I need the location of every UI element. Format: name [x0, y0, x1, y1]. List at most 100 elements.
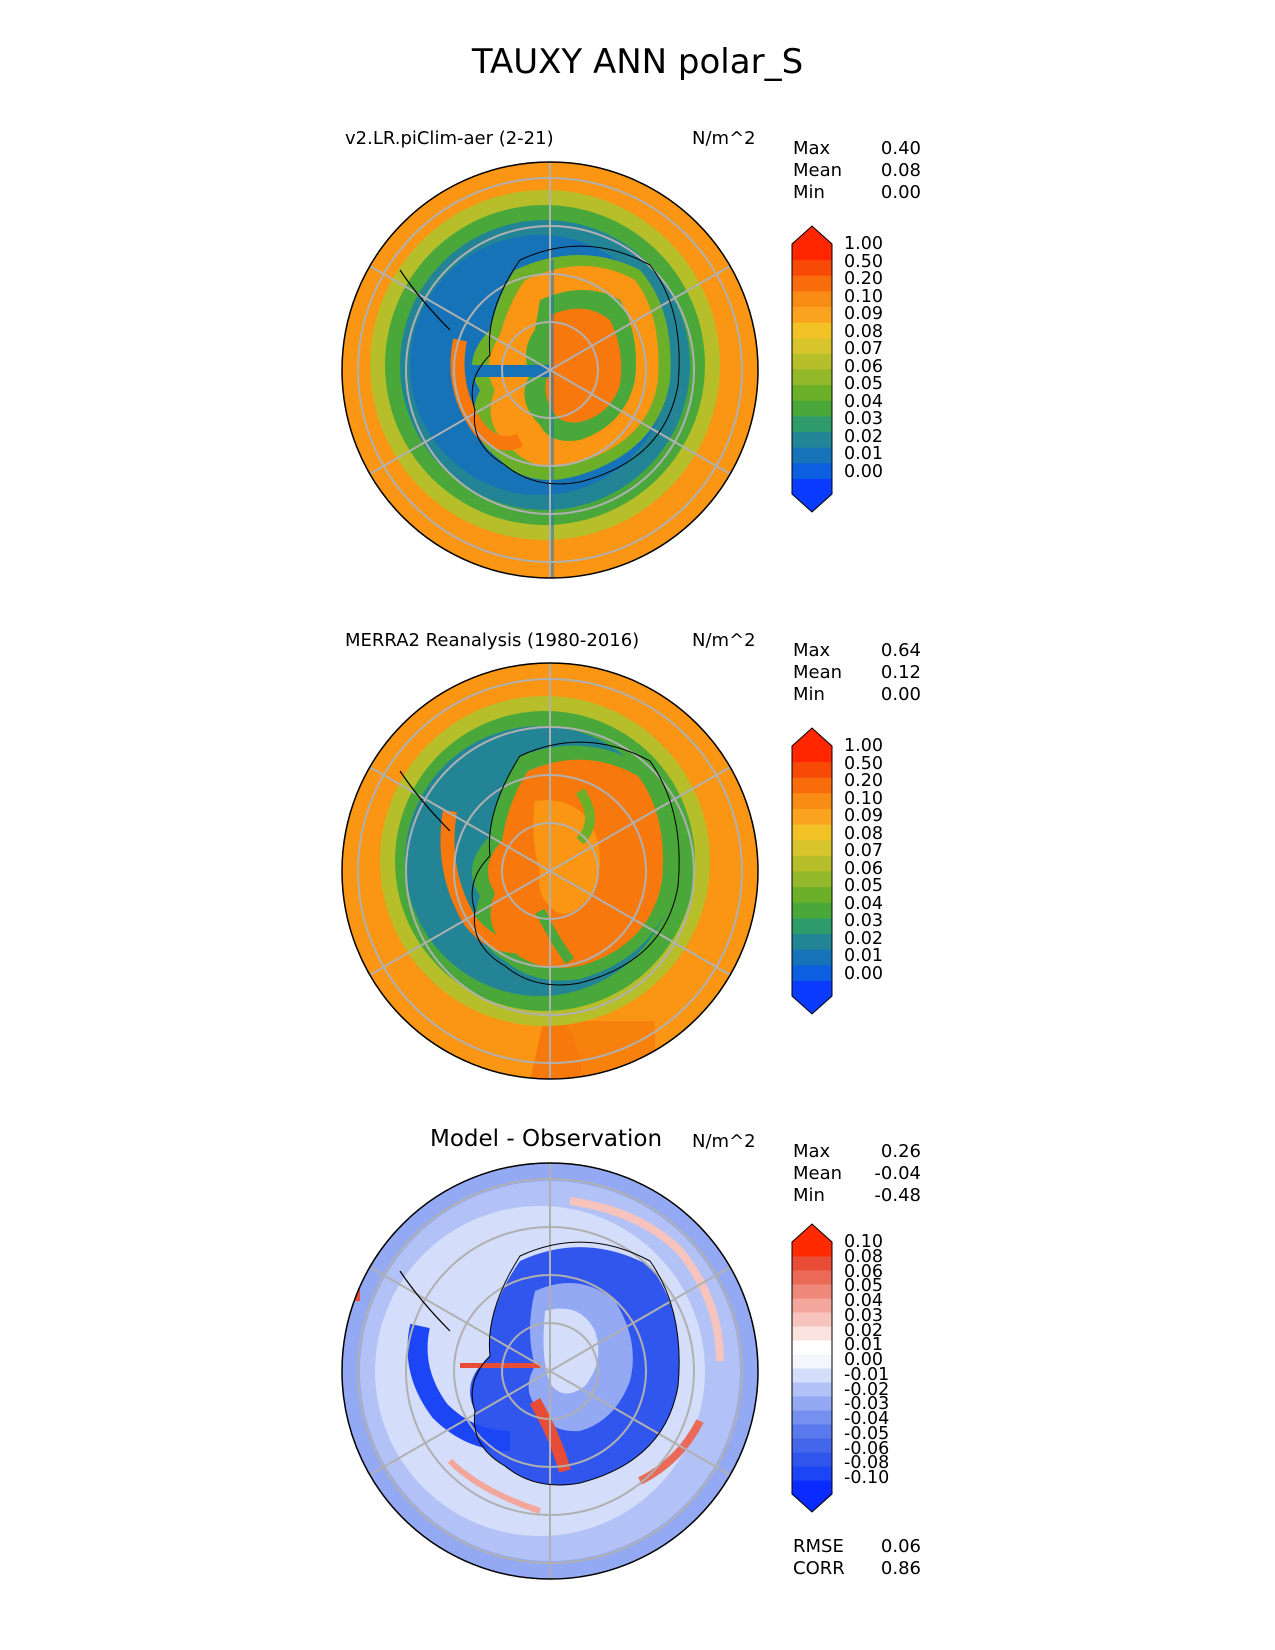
- colorbar-tick-label: 0.07: [844, 339, 883, 360]
- colorbar-tick-label: -0.02: [844, 1379, 890, 1400]
- colorbar-extend-min: [792, 494, 832, 512]
- coastline-icon: [471, 741, 680, 986]
- colorbar-swatch: [792, 917, 832, 934]
- colorbar-swatch: [792, 902, 832, 919]
- colorbar-tick-label: -0.10: [844, 1468, 890, 1488]
- colorbar-tick-label: 0.04: [844, 391, 883, 412]
- colorbar-swatch: [792, 777, 832, 794]
- colorbar-tick-label: 0.10: [844, 1232, 883, 1252]
- stat-label: Mean: [793, 662, 843, 683]
- polar-map-obs: [341, 662, 759, 1080]
- colorbar-swatch: [792, 1270, 832, 1285]
- colorbar-swatch: [792, 1326, 832, 1341]
- colorbar-diff: [791, 1223, 833, 1513]
- colorbar-outline: [791, 1223, 833, 1513]
- colorbar-tick-label: 0.05: [844, 374, 883, 395]
- stat-value: 0.08: [880, 160, 921, 181]
- colorbar-swatch: [792, 746, 832, 763]
- colorbar-swatch: [792, 1284, 832, 1299]
- stats-block: Max 0.40 Mean 0.08 Min 0.00: [793, 138, 921, 204]
- stat-label: Min: [793, 684, 825, 705]
- colorbar-tick-label: 0.00: [844, 1350, 883, 1370]
- stat-label: Max: [793, 138, 831, 159]
- colorbar-swatch: [792, 964, 832, 981]
- extra-stats-block: RMSE 0.06 CORR 0.86: [793, 1536, 921, 1580]
- colorbar-tick-label: 1.00: [844, 234, 883, 254]
- colorbar-swatch: [792, 415, 832, 432]
- colorbar-tick-label: 0.06: [844, 356, 883, 377]
- colorbar-tick-label: 0.00: [844, 462, 883, 482]
- colorbar-tick-label: 0.03: [844, 1305, 883, 1326]
- stat-label: Min: [793, 182, 825, 203]
- colorbar-extend-min: [792, 1494, 832, 1512]
- colorbar-outline: [791, 727, 833, 1015]
- colorbar-swatch: [792, 462, 832, 479]
- panel-title: MERRA2 Reanalysis (1980-2016): [345, 630, 640, 651]
- colorbar-extend-min: [792, 996, 832, 1014]
- colorbar-tick-label: 0.01: [844, 946, 883, 967]
- colorbar-swatch: [792, 792, 832, 809]
- colorbar-tick-label: 0.10: [844, 286, 883, 307]
- colorbar-swatch: [792, 431, 832, 448]
- colorbar-swatch: [792, 244, 832, 261]
- colorbar-model: [791, 225, 833, 513]
- stat-label: Min: [793, 1185, 825, 1206]
- colorbar-swatch: [792, 871, 832, 888]
- colorbar-tick-label: 0.06: [844, 1261, 883, 1282]
- colorbar-tick-label: 0.02: [844, 928, 883, 949]
- colorbar-tick-label: -0.05: [844, 1423, 890, 1444]
- colorbar-tick-label: -0.06: [844, 1438, 890, 1459]
- colorbar-tick-label: 0.08: [844, 1246, 883, 1267]
- colorbar-tick-label: 0.01: [844, 444, 883, 465]
- colorbar-swatch: [792, 384, 832, 401]
- stat-value: 0.00: [880, 182, 921, 203]
- colorbar-tick-label: 0.03: [844, 409, 883, 430]
- colorbar-swatch: [792, 1354, 832, 1369]
- units-label: N/m^2: [692, 630, 756, 651]
- units-label: N/m^2: [692, 128, 756, 149]
- colorbar-tick-label: 0.09: [844, 304, 883, 325]
- colorbar-tick-label: 0.02: [844, 1320, 883, 1341]
- colorbar-tick-label: 0.08: [844, 321, 883, 342]
- panel-title: Model - Observation: [430, 1126, 663, 1152]
- colorbar-tick-label: 0.01: [844, 1335, 883, 1356]
- colorbar-swatch: [792, 400, 832, 417]
- colorbar-swatch: [792, 980, 832, 997]
- colorbar-swatch: [792, 761, 832, 778]
- stat-value: 0.12: [880, 662, 921, 683]
- colorbar-swatch: [792, 1410, 832, 1425]
- colorbar-swatch: [792, 886, 832, 903]
- colorbar-swatch: [792, 447, 832, 464]
- stats-block: Max 0.64 Mean 0.12 Min 0.00: [793, 640, 921, 706]
- coastline-icon: [471, 1241, 680, 1486]
- colorbar-swatch: [792, 275, 832, 292]
- colorbar-swatch: [792, 1312, 832, 1327]
- stat-label: RMSE: [793, 1536, 844, 1557]
- stats-block: Max 0.26 Mean -0.04 Min -0.48: [793, 1141, 921, 1207]
- colorbar-tick-label: 0.10: [844, 788, 883, 809]
- stat-value: 0.00: [880, 684, 921, 705]
- colorbar-tick-label: 0.50: [844, 251, 883, 272]
- colorbar-tick-label: 0.04: [844, 893, 883, 914]
- colorbar-swatch: [792, 1340, 832, 1355]
- colorbar-tick-label: 0.05: [844, 1276, 883, 1297]
- colorbar-tick-label: -0.03: [844, 1394, 890, 1415]
- colorbar-tick-label: 0.04: [844, 1291, 883, 1311]
- colorbar-swatch: [792, 353, 832, 370]
- stat-value: -0.04: [874, 1163, 921, 1184]
- colorbar-extend-max: [792, 728, 832, 746]
- colorbar-tick-label: -0.01: [844, 1364, 890, 1385]
- coastline-icon: [471, 245, 680, 485]
- colorbar-swatch: [792, 1368, 832, 1383]
- colorbar-extend-max: [792, 226, 832, 244]
- colorbar-swatch: [792, 1452, 832, 1467]
- colorbar-tick-label: 0.06: [844, 858, 883, 879]
- colorbar-tick-label: 0.07: [844, 841, 883, 862]
- units-label: N/m^2: [692, 1131, 756, 1152]
- colorbar-tick-label: 0.20: [844, 269, 883, 290]
- colorbar-swatch: [792, 824, 832, 841]
- colorbar-tick-label: 0.02: [844, 426, 883, 447]
- colorbar-extend-max: [792, 1224, 832, 1242]
- colorbar-swatch: [792, 322, 832, 339]
- stat-label: Mean: [793, 1163, 843, 1184]
